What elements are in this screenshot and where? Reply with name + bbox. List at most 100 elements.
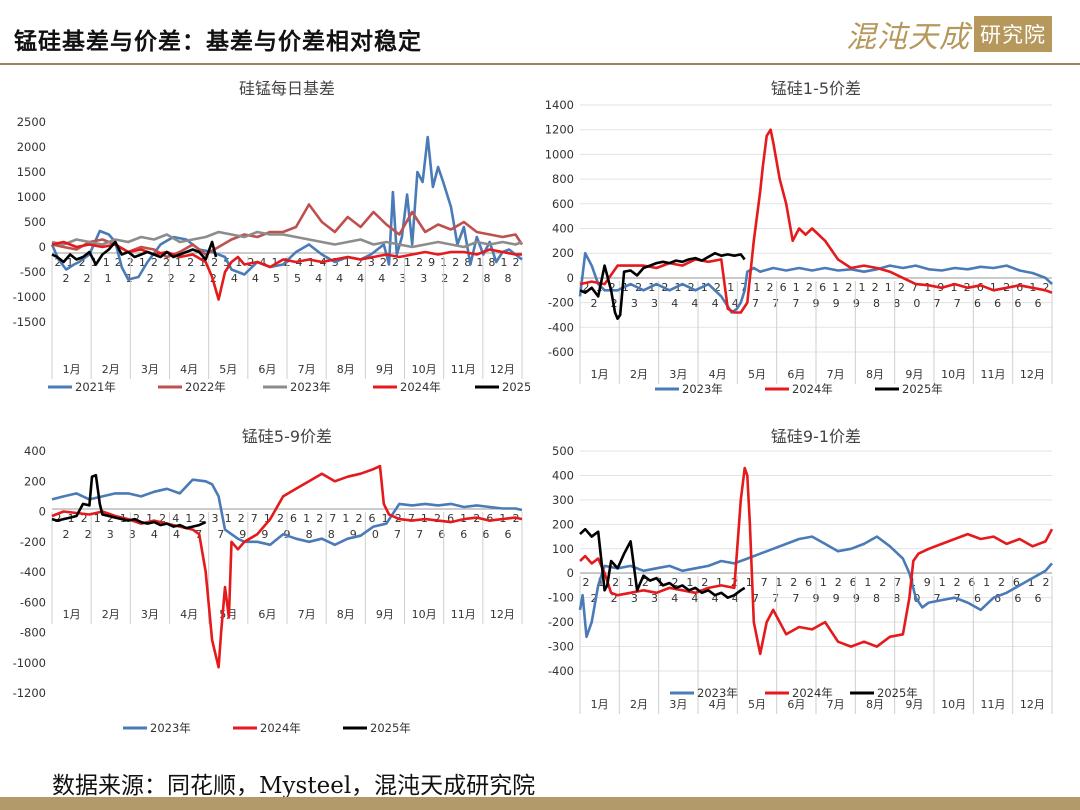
x-tick-label: 2 [187, 256, 194, 269]
x-tick-label: 2 [147, 272, 154, 285]
x-tick-label: 1 [105, 272, 112, 285]
data-source-note: 数据来源：同花顺，Mysteel，混沌天成研究院 [52, 773, 536, 799]
x-tick-label: 7 [934, 297, 941, 310]
y-tick-label: 800 [552, 172, 574, 186]
x-tick-label: 4 [357, 272, 364, 285]
y-tick-label: 600 [552, 197, 574, 211]
x-tick-label: 7 [740, 281, 747, 294]
x-tick-label: 5 [294, 272, 301, 285]
company-logo: 混沌天成 研究院 [846, 14, 1052, 55]
x-tick-label: 3 [368, 256, 375, 269]
month-label: 7月 [827, 368, 845, 381]
x-tick-label: 6 [369, 512, 376, 525]
x-tick-label: 2 [701, 576, 708, 589]
x-tick-label: 1 [686, 576, 693, 589]
x-tick-label: 1 [983, 576, 990, 589]
x-tick-label: 1 [990, 281, 997, 294]
month-label: 10月 [412, 608, 437, 621]
x-tick-label: 7 [394, 528, 401, 541]
month-label: 2月 [630, 368, 648, 381]
y-tick-label: 400 [552, 222, 574, 236]
x-tick-label: 2 [133, 512, 140, 525]
x-tick-label: 7 [792, 297, 799, 310]
x-tick-label: 1 [939, 576, 946, 589]
x-tick-label: 2 [277, 512, 284, 525]
x-tick-label: 1 [67, 256, 74, 269]
x-tick-label: 2 [462, 272, 469, 285]
y-tick-label: -500 [20, 265, 46, 279]
x-tick-label: 9 [833, 592, 840, 605]
y-tick-label: -1200 [13, 686, 46, 700]
x-tick-label: 2 [790, 576, 797, 589]
x-tick-label: 1 [342, 512, 349, 525]
x-tick-label: 2 [107, 512, 114, 525]
x-tick-label: 2 [416, 256, 423, 269]
x-tick-label: 9 [350, 528, 357, 541]
x-tick-label: 2 [85, 528, 92, 541]
x-tick-label: 2 [806, 281, 813, 294]
y-tick-label: 0 [39, 505, 46, 519]
month-label: 9月 [376, 608, 394, 621]
x-tick-label: 1 [820, 576, 827, 589]
x-tick-label: 1 [94, 512, 101, 525]
x-tick-label: 7 [792, 592, 799, 605]
x-tick-label: 7 [329, 512, 336, 525]
series-line-2025年 [51, 240, 218, 266]
month-label: 3月 [669, 368, 687, 381]
month-label: 6月 [787, 368, 805, 381]
x-tick-label: 1 [597, 576, 604, 589]
chart-title: 硅锰每日基差 [239, 79, 335, 98]
x-tick-label: 6 [850, 576, 857, 589]
x-tick-label: 7 [761, 576, 768, 589]
x-tick-label: 1 [139, 256, 146, 269]
x-tick-label: 4 [173, 528, 180, 541]
x-tick-label: 1 [303, 512, 310, 525]
x-tick-label: 2 [238, 512, 245, 525]
series-line-2023年 [51, 230, 523, 249]
x-tick-label: 4 [378, 272, 385, 285]
chart-spread-1-5: 锰硅1-5价差 -600 -400 -200 0 200 400 600 800 1000 1200… [545, 79, 1053, 396]
x-tick-label: 6 [486, 512, 493, 525]
y-tick-label: 1000 [17, 190, 46, 204]
x-tick-label: 1 [746, 576, 753, 589]
x-tick-label: 4 [151, 528, 158, 541]
x-tick-label: 2 [81, 512, 88, 525]
x-tick-label: 1 [627, 576, 634, 589]
x-tick-label: 1 [753, 281, 760, 294]
x-tick-label: 1 [832, 281, 839, 294]
x-tick-label: 6 [974, 297, 981, 310]
x-tick-label: 1 [859, 281, 866, 294]
y-tick-label: 500 [552, 444, 574, 458]
x-tick-label: 6 [447, 512, 454, 525]
x-tick-label: 1 [175, 256, 182, 269]
x-tick-label: 2 [998, 576, 1005, 589]
x-tick-label: 2 [612, 576, 619, 589]
x-tick-label: 1 [382, 512, 389, 525]
x-tick-label: 2 [872, 281, 879, 294]
legend-label: 2024年 [792, 382, 833, 396]
x-tick-label: 2 [879, 576, 886, 589]
month-label: 4月 [180, 363, 198, 376]
x-tick-label: 3 [420, 272, 427, 285]
x-tick-label: 1 [185, 512, 192, 525]
x-tick-label: 2 [198, 512, 205, 525]
series-line-2023年 [51, 478, 523, 547]
x-tick-label: 6 [780, 281, 787, 294]
legend-label: 2023年 [150, 721, 191, 735]
y-tick-label: 0 [567, 566, 574, 580]
x-tick-label: 7 [752, 297, 759, 310]
x-tick-label: 6 [290, 512, 297, 525]
x-tick-label: 1 [500, 256, 507, 269]
month-label: 7月 [298, 608, 316, 621]
x-tick-label: 3 [107, 528, 114, 541]
x-tick-label: 1 [864, 576, 871, 589]
x-tick-label: 2 [63, 528, 70, 541]
y-tick-label: 100 [552, 542, 574, 556]
x-tick-label: 3 [631, 592, 638, 605]
x-tick-label: 4 [732, 297, 739, 310]
x-tick-label: 7 [251, 512, 258, 525]
y-tick-label: 500 [24, 215, 46, 229]
x-tick-label: 2 [434, 512, 441, 525]
month-label: 2月 [102, 363, 120, 376]
y-tick-label: 2000 [17, 140, 46, 154]
